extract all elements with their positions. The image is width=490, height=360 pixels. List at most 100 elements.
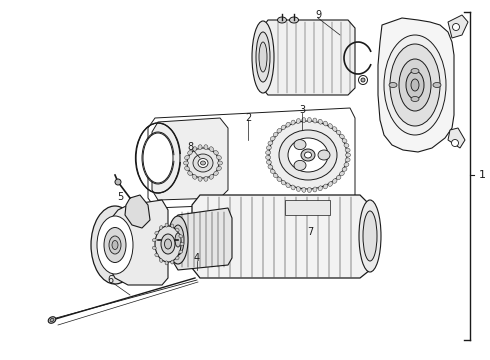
Ellipse shape (266, 156, 270, 159)
Ellipse shape (97, 216, 133, 274)
Ellipse shape (294, 161, 306, 170)
Ellipse shape (302, 118, 306, 123)
Text: 9: 9 (315, 10, 321, 20)
Ellipse shape (179, 250, 183, 253)
Ellipse shape (252, 21, 274, 93)
Ellipse shape (361, 78, 365, 82)
Text: 3: 3 (299, 105, 305, 115)
Ellipse shape (277, 17, 287, 23)
Ellipse shape (209, 147, 214, 152)
Text: 6: 6 (107, 275, 113, 285)
Ellipse shape (259, 42, 267, 72)
Ellipse shape (342, 167, 347, 171)
Ellipse shape (115, 179, 121, 185)
Ellipse shape (304, 152, 312, 158)
Ellipse shape (168, 216, 188, 264)
Ellipse shape (112, 240, 118, 249)
Ellipse shape (217, 156, 221, 159)
Ellipse shape (336, 175, 341, 180)
Ellipse shape (307, 188, 312, 193)
Ellipse shape (323, 121, 328, 126)
Polygon shape (192, 195, 370, 278)
Ellipse shape (301, 149, 315, 161)
Ellipse shape (185, 166, 190, 171)
Text: 2: 2 (245, 113, 251, 123)
Ellipse shape (288, 138, 328, 172)
Ellipse shape (214, 150, 219, 155)
Polygon shape (106, 200, 168, 285)
Ellipse shape (198, 176, 202, 181)
Ellipse shape (159, 226, 163, 229)
Ellipse shape (323, 184, 328, 189)
Ellipse shape (291, 185, 295, 190)
Ellipse shape (451, 140, 459, 147)
Polygon shape (448, 128, 465, 148)
Ellipse shape (328, 123, 333, 128)
Ellipse shape (390, 44, 440, 126)
Ellipse shape (268, 141, 273, 145)
Ellipse shape (267, 146, 271, 150)
Ellipse shape (342, 139, 347, 143)
Ellipse shape (204, 176, 208, 181)
Ellipse shape (198, 158, 208, 167)
Ellipse shape (313, 118, 317, 123)
Text: 8: 8 (187, 142, 193, 152)
Ellipse shape (286, 183, 290, 188)
Text: 7: 7 (307, 227, 313, 237)
Ellipse shape (175, 256, 179, 260)
Ellipse shape (165, 239, 172, 249)
Ellipse shape (155, 226, 181, 262)
Ellipse shape (171, 260, 174, 264)
Ellipse shape (183, 161, 189, 165)
Ellipse shape (277, 129, 281, 133)
Ellipse shape (268, 165, 273, 169)
Ellipse shape (411, 68, 419, 73)
Ellipse shape (187, 148, 219, 178)
Polygon shape (448, 15, 468, 38)
Polygon shape (378, 18, 454, 152)
Ellipse shape (175, 233, 181, 247)
Ellipse shape (296, 186, 300, 192)
Ellipse shape (273, 132, 278, 136)
Ellipse shape (279, 130, 337, 180)
Ellipse shape (198, 145, 202, 150)
Ellipse shape (204, 145, 208, 150)
Ellipse shape (336, 130, 341, 135)
Ellipse shape (159, 258, 163, 262)
Ellipse shape (267, 160, 271, 164)
Text: 1: 1 (479, 170, 486, 180)
Ellipse shape (165, 223, 168, 227)
Ellipse shape (209, 175, 214, 179)
Ellipse shape (294, 140, 306, 150)
Ellipse shape (318, 186, 322, 191)
Ellipse shape (286, 122, 290, 127)
Ellipse shape (185, 156, 190, 159)
Ellipse shape (175, 228, 179, 232)
Ellipse shape (452, 23, 460, 31)
Polygon shape (152, 118, 228, 200)
Ellipse shape (256, 32, 270, 82)
Ellipse shape (333, 127, 337, 131)
Ellipse shape (214, 171, 219, 176)
Ellipse shape (193, 175, 196, 179)
Ellipse shape (200, 161, 205, 165)
Ellipse shape (406, 71, 424, 99)
Ellipse shape (340, 171, 344, 176)
Ellipse shape (359, 200, 381, 272)
Ellipse shape (307, 117, 312, 122)
Ellipse shape (290, 17, 298, 23)
Ellipse shape (302, 187, 306, 192)
Ellipse shape (188, 171, 192, 176)
Ellipse shape (193, 147, 196, 152)
Ellipse shape (270, 169, 275, 174)
Ellipse shape (165, 261, 168, 265)
Ellipse shape (172, 225, 184, 255)
Ellipse shape (48, 317, 56, 323)
Ellipse shape (155, 231, 159, 234)
Ellipse shape (269, 121, 347, 189)
Ellipse shape (155, 253, 159, 257)
Ellipse shape (277, 177, 281, 181)
Ellipse shape (91, 206, 139, 284)
Ellipse shape (273, 174, 278, 178)
Ellipse shape (104, 228, 126, 262)
